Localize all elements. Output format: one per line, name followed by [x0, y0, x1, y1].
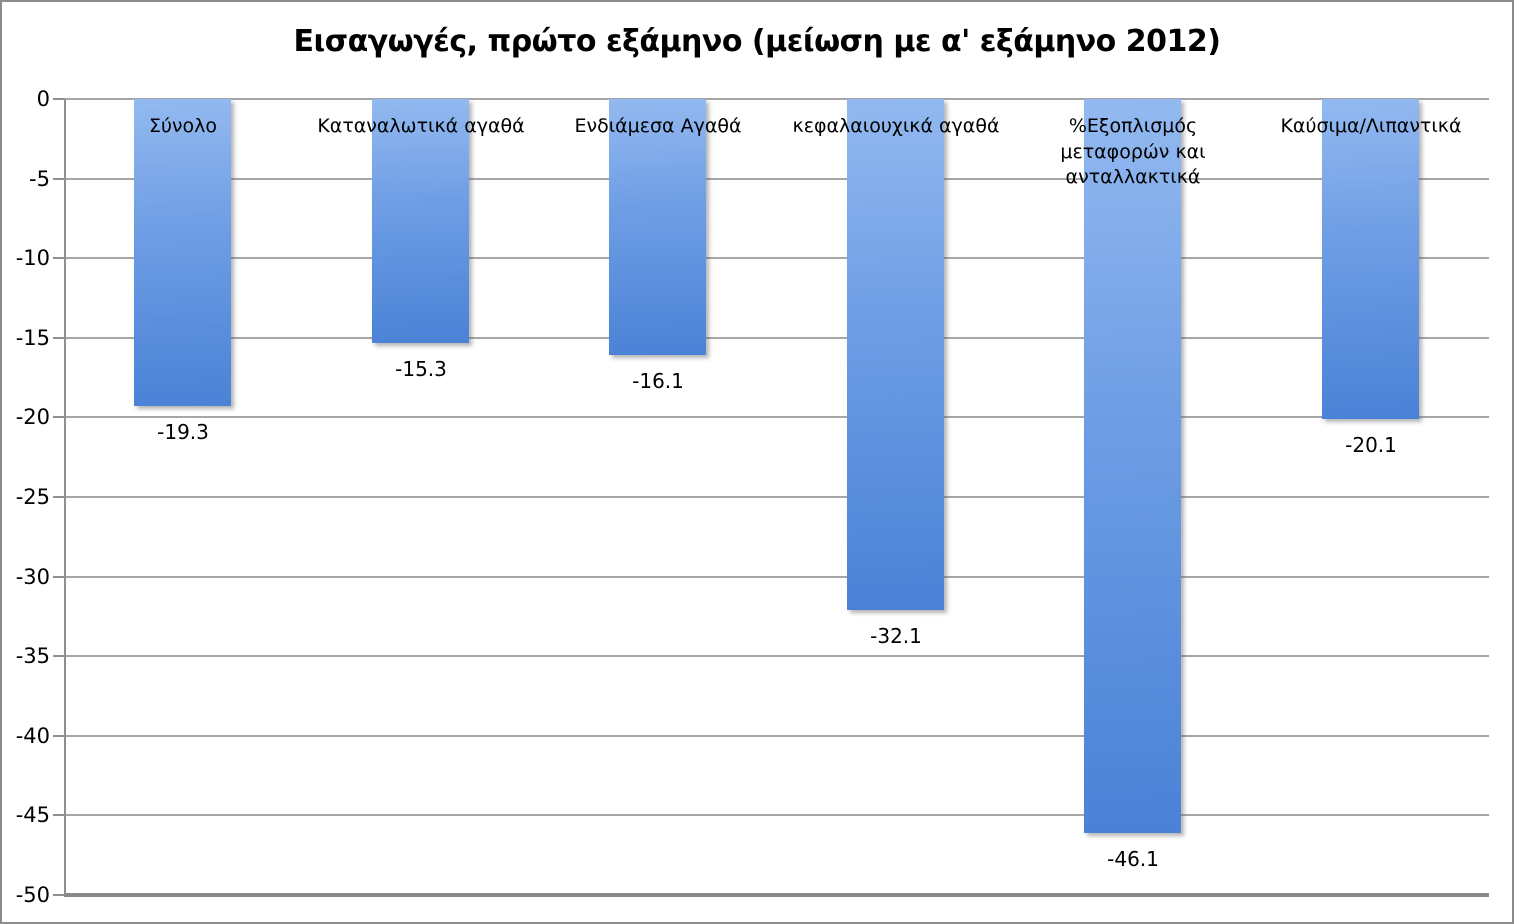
plot-area: Σύνολο -19.3 Καταναλωτικά αγαθά -15.3 Ενδιάμ… [53, 98, 1490, 897]
gridline--5 [64, 178, 1489, 180]
y-tick-mark [53, 894, 64, 896]
gridline--20 [64, 416, 1489, 418]
y-tick-mark [53, 257, 64, 259]
category-slot-2: Ενδιάμεσα Αγαθά -16.1 [539, 99, 777, 895]
y-tick-label--35: -35 [15, 644, 50, 668]
y-tick-mark [53, 576, 64, 578]
value-label-3: -32.1 [870, 624, 922, 648]
gridline--40 [64, 735, 1489, 737]
y-tick-mark [53, 735, 64, 737]
category-slot-3: κεφαλαιουχικά αγαθά -32.1 [777, 99, 1015, 895]
gridline--45 [64, 814, 1489, 816]
category-label-4: %Εξοπλισμός μεταφορών και ανταλλακτικά [1060, 115, 1206, 189]
gridline--50 [64, 893, 1489, 897]
value-label-0: -19.3 [157, 420, 209, 444]
y-tick-label--40: -40 [15, 724, 50, 748]
y-tick-label-0: 0 [36, 87, 50, 111]
gridline--25 [64, 496, 1489, 498]
y-tick-mark [53, 416, 64, 418]
bar-0 [134, 99, 231, 406]
category-label-1: Καταναλωτικά αγαθά [317, 115, 525, 137]
bar-5 [1322, 99, 1419, 419]
category-slot-4: %Εξοπλισμός μεταφορών και ανταλλακτικά -4… [1014, 99, 1252, 895]
chart-title: Εισαγωγές, πρώτο εξάμηνο (μείωση με α' ε… [293, 24, 1221, 59]
bar-4 [1084, 99, 1181, 833]
y-tick-label--10: -10 [15, 246, 50, 270]
value-label-4: -46.1 [1107, 847, 1159, 871]
category-slot-0: Σύνολο -19.3 [64, 99, 302, 895]
y-tick-mark [53, 337, 64, 339]
value-label-1: -15.3 [395, 357, 447, 381]
y-tick-label--45: -45 [15, 803, 50, 827]
y-tick-label--25: -25 [15, 485, 50, 509]
category-slot-5: Καύσιμα/Λιπαντικά -20.1 [1252, 99, 1490, 895]
gridline-0 [64, 98, 1489, 100]
bar-2 [609, 99, 706, 355]
gridline--15 [64, 337, 1489, 339]
y-tick-mark [53, 178, 64, 180]
y-tick-mark [53, 496, 64, 498]
bar-1 [372, 99, 469, 343]
y-tick-label--15: -15 [15, 326, 50, 350]
y-tick-label--20: -20 [15, 405, 50, 429]
y-tick-mark [53, 814, 64, 816]
category-slot-1: Καταναλωτικά αγαθά -15.3 [302, 99, 540, 895]
y-axis-line [64, 99, 66, 895]
y-tick-label--50: -50 [15, 883, 50, 907]
gridline--30 [64, 576, 1489, 578]
value-label-2: -16.1 [632, 369, 684, 393]
y-tick-label--5: -5 [29, 167, 50, 191]
category-label-0: Σύνολο [148, 115, 218, 137]
y-tick-label--30: -30 [15, 565, 50, 589]
value-label-5: -20.1 [1345, 433, 1397, 457]
category-label-3: κεφαλαιουχικά αγαθά [792, 115, 1000, 137]
gridline--10 [64, 257, 1489, 259]
y-tick-mark [53, 655, 64, 657]
category-label-2: Ενδιάμεσα Αγαθά [574, 115, 742, 137]
bar-3 [847, 99, 944, 610]
y-tick-mark [53, 98, 64, 100]
gridline--35 [64, 655, 1489, 657]
category-label-5: Καύσιμα/Λιπαντικά [1280, 115, 1462, 137]
